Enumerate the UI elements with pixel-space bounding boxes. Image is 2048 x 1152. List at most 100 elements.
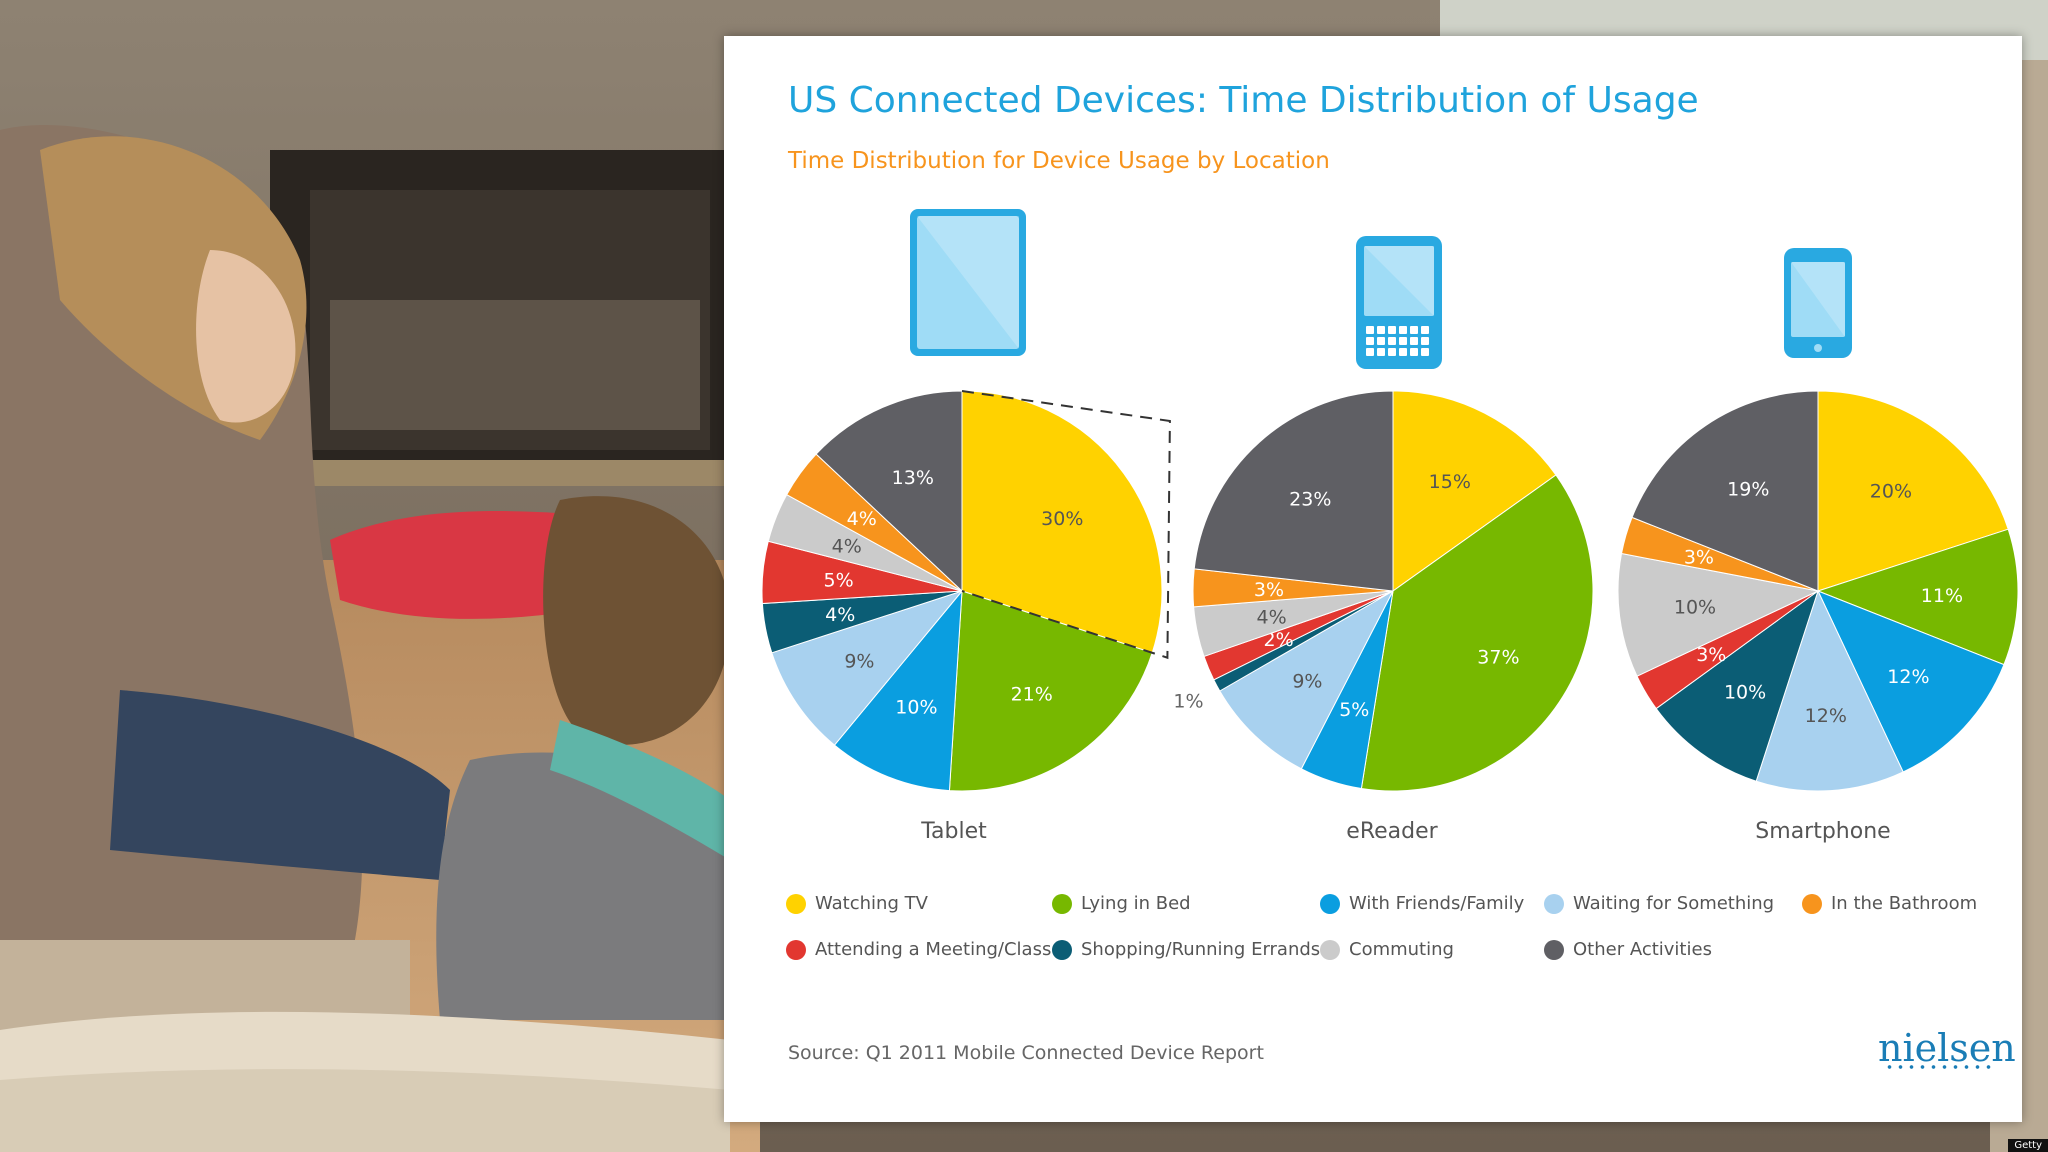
slice-label: 20% — [1870, 481, 1912, 503]
slice-watching-tv — [1817, 390, 2009, 592]
ereader-key — [1399, 348, 1407, 356]
ereader-key — [1399, 337, 1407, 345]
ereader-key — [1410, 326, 1418, 334]
highlight-outline — [961, 390, 1171, 660]
pie-charts: 30% 21% 10% 9% 4% 5% 4% 4% 13% Tablet 15% 37% 5% 9% 1%… — [761, 209, 2019, 844]
slice-label: 9% — [844, 651, 874, 673]
slice-label: 9% — [1292, 671, 1322, 693]
slice-label: 12% — [1805, 705, 1847, 727]
tablet-glare — [917, 216, 1019, 349]
ereader-key — [1410, 348, 1418, 356]
slice-other-activities — [1193, 390, 1394, 592]
legend-label: Watching TV — [815, 893, 928, 914]
tablet-icon — [910, 209, 1026, 356]
legend-item-with-friends-family: With Friends/Family — [1320, 893, 1524, 914]
legend-swatch — [1802, 893, 1822, 914]
legend-item-shopping-running-errands: Shopping/Running Errands — [1052, 939, 1320, 960]
pie-label: Tablet — [920, 819, 987, 844]
legend-swatch — [1544, 893, 1564, 914]
smartphone-screen — [1791, 262, 1845, 337]
slice-label: 5% — [824, 569, 854, 591]
ereader-key — [1421, 337, 1429, 345]
slice-with-friends-family — [833, 589, 963, 792]
legend-item-attending-meeting-class: Attending a Meeting/Class — [786, 939, 1051, 960]
slice-lying-in-bed — [1360, 474, 1594, 792]
ereader-screen — [1364, 246, 1434, 316]
slice-label: 21% — [1011, 684, 1053, 706]
ereader-key — [1388, 326, 1396, 334]
slice-other-activities — [815, 390, 963, 593]
ereader-glare — [1364, 246, 1434, 316]
slice-label: 2% — [1264, 629, 1294, 651]
slice-label: 4% — [832, 535, 862, 557]
slice-label: 10% — [895, 696, 937, 718]
legend-swatch — [1052, 939, 1072, 960]
ereader-key — [1388, 337, 1396, 345]
slice-label: 19% — [1727, 478, 1769, 500]
pie-smartphone: 20% 11% 12% 12% 10% 3% 10% 3% 19% Smartphone — [1617, 390, 2019, 844]
legend-label: Other Activities — [1573, 939, 1712, 960]
ereader-key — [1377, 348, 1385, 356]
pie-ereader: 15% 37% 5% 9% 1% 2%4% 3% 23% eReader — [1173, 390, 1594, 844]
legend-item-lying-in-bed: Lying in Bed — [1052, 893, 1191, 914]
slice-label: 13% — [892, 467, 934, 489]
legend-item-waiting-for-something: Waiting for Something — [1544, 893, 1774, 914]
chart-title: US Connected Devices: Time Distribution … — [788, 80, 1699, 121]
ereader-key — [1366, 337, 1374, 345]
ereader-key — [1399, 326, 1407, 334]
slice-label: 11% — [1921, 585, 1963, 607]
slice-label: 3% — [1696, 644, 1726, 666]
ereader-icon — [1356, 236, 1442, 369]
slice-waiting-for-something — [771, 589, 964, 746]
slice-label: 10% — [1724, 681, 1766, 703]
legend-label: Lying in Bed — [1081, 893, 1191, 914]
chart-subtitle: Time Distribution for Device Usage by Lo… — [788, 148, 1330, 174]
slice-waiting-for-something — [1755, 589, 1904, 792]
slice-shopping-running-errands — [1655, 589, 1819, 782]
legend-swatch — [1320, 939, 1340, 960]
slice-lying-in-bed — [948, 590, 1153, 792]
slice-watching-tv — [961, 390, 1163, 654]
slice-label: 4% — [1257, 606, 1287, 628]
legend-label: In the Bathroom — [1831, 893, 1978, 914]
slice-label: 30% — [1041, 508, 1083, 530]
slice-label: 37% — [1477, 646, 1519, 668]
photo-credit: Getty — [2008, 1139, 2048, 1152]
legend-item-in-the-bathroom: In the Bathroom — [1802, 893, 1977, 914]
legend-item-other-activities: Other Activities — [1544, 939, 1712, 960]
slice-other-activities — [1631, 390, 1819, 592]
legend-swatch — [786, 939, 806, 960]
ereader-key — [1377, 337, 1385, 345]
source-note: Source: Q1 2011 Mobile Connected Device … — [788, 1042, 1264, 1064]
slice-label: 3% — [1254, 579, 1284, 601]
slice-waiting-for-something — [1219, 589, 1395, 770]
slice-lying-in-bed — [1816, 528, 2019, 666]
legend-item-watching-tv: Watching TV — [786, 893, 928, 914]
slice-label: 12% — [1887, 666, 1929, 688]
ereader-key — [1377, 326, 1385, 334]
slice-label: 10% — [1674, 597, 1716, 619]
legend-label: Shopping/Running Errands — [1081, 939, 1321, 960]
slice-watching-tv — [1392, 390, 1557, 592]
legend-swatch — [786, 893, 806, 914]
slice-commuting — [1617, 552, 1820, 677]
slice-label: 23% — [1289, 489, 1331, 511]
ereader-key — [1410, 337, 1418, 345]
legend-label: Commuting — [1349, 939, 1454, 960]
slice-label: 3% — [1684, 546, 1714, 568]
legend-label: Attending a Meeting/Class — [815, 939, 1052, 960]
infographic-card: US Connected Devices: Time Distribution … — [724, 36, 2022, 1122]
slice-with-friends-family — [1817, 590, 2005, 773]
pie-label: Smartphone — [1755, 819, 1890, 844]
slice-label: 4% — [825, 604, 855, 626]
legend-swatch — [1052, 893, 1072, 914]
slice-label: 15% — [1429, 471, 1471, 493]
pie-tablet: 30% 21% 10% 9% 4% 5% 4% 4% 13% Tablet — [761, 390, 1163, 844]
legend-label: Waiting for Something — [1573, 893, 1775, 914]
ereader-key — [1421, 326, 1429, 334]
smartphone-icon — [1784, 248, 1852, 358]
ereader-key — [1366, 348, 1374, 356]
ereader-key — [1388, 348, 1396, 356]
legend-swatch — [1320, 893, 1340, 914]
nielsen-logo: nielsen — [1878, 1026, 2016, 1070]
